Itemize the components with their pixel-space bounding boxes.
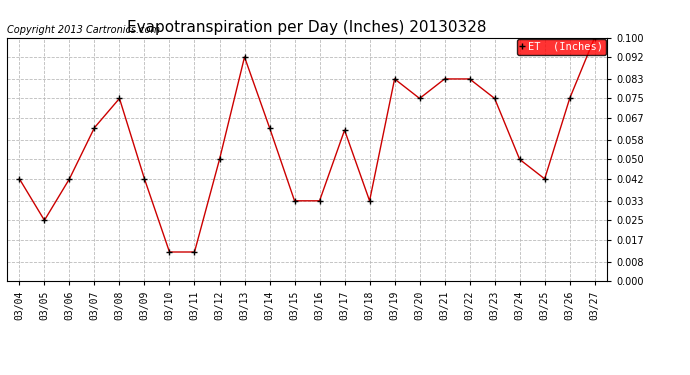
- Title: Evapotranspiration per Day (Inches) 20130328: Evapotranspiration per Day (Inches) 2013…: [127, 20, 487, 35]
- Legend: ET  (Inches): ET (Inches): [517, 39, 606, 55]
- Text: Copyright 2013 Cartronics.com: Copyright 2013 Cartronics.com: [7, 25, 160, 35]
